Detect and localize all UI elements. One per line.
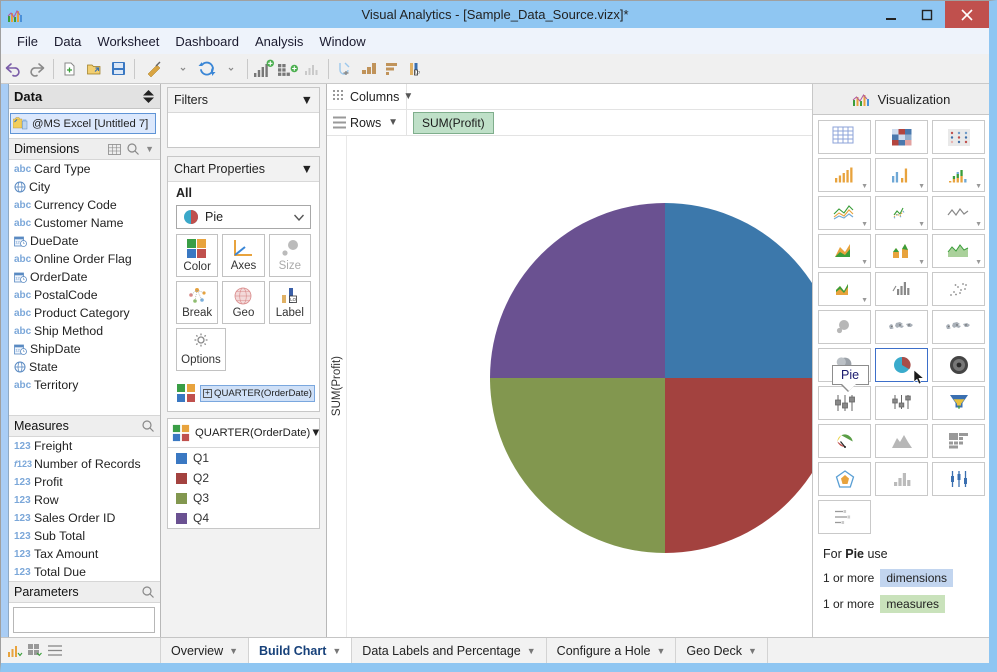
- svg-text:LO: LO: [290, 297, 296, 302]
- svg-text:LO: LO: [415, 69, 420, 74]
- svg-text:12: 12: [15, 276, 20, 281]
- svg-text:12: 12: [15, 348, 20, 353]
- svg-text:12: 12: [15, 240, 20, 245]
